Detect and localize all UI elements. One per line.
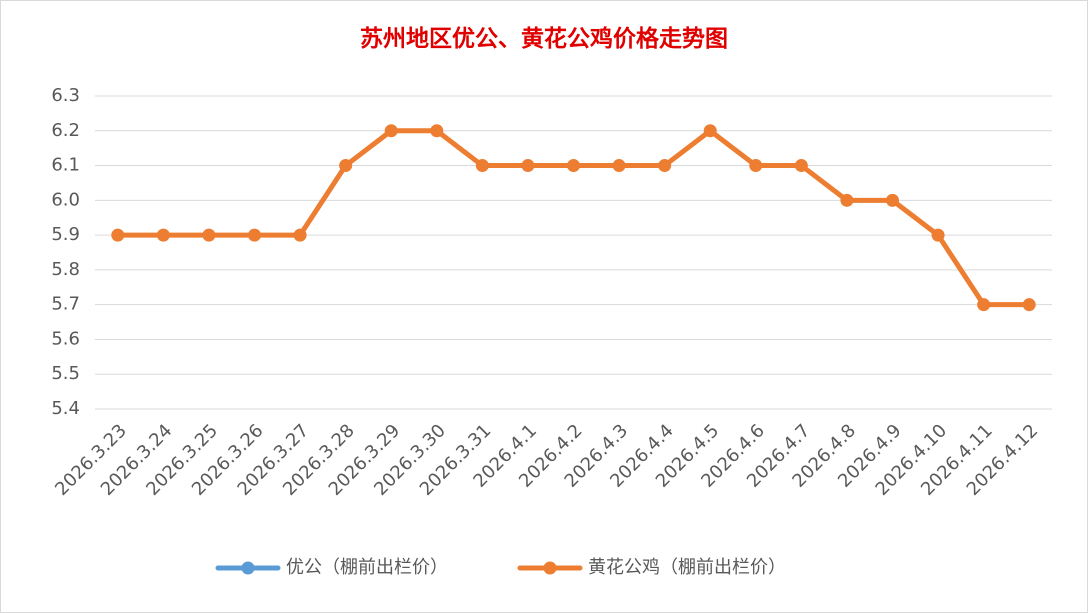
series-marker <box>156 228 170 242</box>
series-marker <box>977 298 991 312</box>
legend-swatch-marker <box>543 561 557 575</box>
series-marker <box>886 193 899 207</box>
series-marker <box>794 159 808 173</box>
y-tick-label: 5.9 <box>51 224 80 245</box>
series-marker <box>430 124 444 138</box>
legend-swatch-marker <box>241 561 255 575</box>
y-tick-label: 5.5 <box>51 363 80 384</box>
y-tick-label: 6.2 <box>51 120 80 141</box>
series-marker <box>658 159 672 173</box>
series-marker <box>111 228 125 242</box>
y-tick-label: 6.0 <box>51 189 80 210</box>
series-marker <box>384 124 398 138</box>
chart-title: 苏州地区优公、黄花公鸡价格走势图 <box>360 25 728 52</box>
series-marker <box>703 124 717 138</box>
series-marker <box>202 228 216 242</box>
series-marker <box>521 159 535 173</box>
y-tick-label: 5.4 <box>51 398 80 419</box>
series-marker <box>339 159 353 173</box>
series-marker <box>475 159 489 173</box>
y-tick-label: 5.7 <box>51 294 80 315</box>
series-marker <box>612 159 626 173</box>
y-tick-label: 5.6 <box>51 328 80 349</box>
series-marker <box>840 193 854 207</box>
series-marker <box>749 159 763 173</box>
series-marker <box>567 159 580 173</box>
series-marker <box>248 228 261 242</box>
legend-label: 优公（棚前出栏价） <box>286 557 448 578</box>
series-marker <box>931 228 945 242</box>
series-marker <box>293 228 307 242</box>
y-tick-label: 5.8 <box>51 259 80 280</box>
y-tick-label: 6.3 <box>51 85 80 106</box>
series-marker <box>1022 298 1036 312</box>
legend-label: 黄花公鸡（棚前出栏价） <box>588 557 786 578</box>
y-tick-label: 6.1 <box>51 155 80 176</box>
